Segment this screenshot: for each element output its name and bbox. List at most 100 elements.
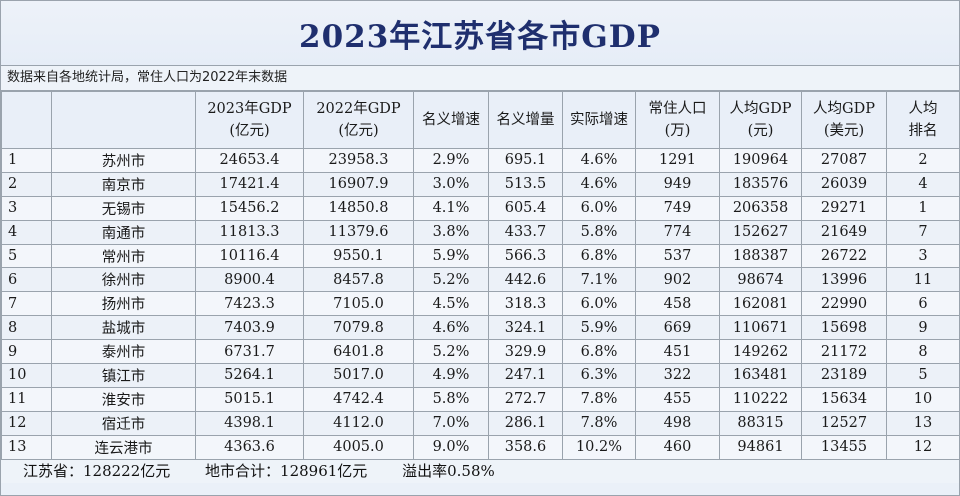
per-capita-rank-cell: 12 <box>886 434 960 460</box>
header-nominal-growth: 名义增速 <box>413 91 489 149</box>
per-capita-rank-cell: 6 <box>886 291 960 317</box>
gdp-2022-cell: 7079.8 <box>303 315 414 341</box>
nominal-growth-cell: 4.5% <box>413 291 489 317</box>
per-capita-usd-cell: 12527 <box>801 410 887 436</box>
per-capita-cny-cell: 98674 <box>719 267 802 293</box>
real-growth-cell: 10.2% <box>562 434 636 460</box>
per-capita-cny-cell: 183576 <box>719 171 802 197</box>
gdp-2022-cell: 14850.8 <box>303 195 414 221</box>
table-row: 12 宿迁市 4398.1 4112.0 7.0% 286.1 7.8% 498 88315 12… <box>1 410 960 436</box>
source-note: 数据来自各地统计局，常住人口为2022年末数据 <box>1 66 959 91</box>
population-cell: 902 <box>635 267 720 293</box>
header-gdp-2022: 2022年GDP (亿元) <box>303 91 414 149</box>
gdp-2023-cell: 11813.3 <box>195 219 304 245</box>
city-name: 苏州市 <box>51 148 196 173</box>
row-number: 4 <box>1 219 52 245</box>
header-per-capita-rank: 人均 排名 <box>886 91 960 149</box>
nominal-growth-cell: 4.1% <box>413 195 489 221</box>
header-per-capita-usd-line2: (美元) <box>823 123 865 139</box>
gdp-2023-cell: 6731.7 <box>195 339 304 365</box>
row-number: 10 <box>1 363 52 388</box>
per-capita-rank-cell: 2 <box>886 148 960 173</box>
per-capita-usd-cell: 21649 <box>801 219 887 245</box>
per-capita-usd-cell: 26722 <box>801 243 887 269</box>
header-no <box>1 91 52 149</box>
header-gdp-2022-line2: (亿元) <box>338 123 379 139</box>
per-capita-cny-cell: 163481 <box>719 363 802 388</box>
per-capita-rank-cell: 13 <box>886 410 960 436</box>
per-capita-usd-cell: 21172 <box>801 339 887 365</box>
table-row: 10 镇江市 5264.1 5017.0 4.9% 247.1 6.3% 322 163481 2… <box>1 363 960 388</box>
table-row: 13 连云港市 4363.6 4005.0 9.0% 358.6 10.2% 460 94861… <box>1 434 960 460</box>
page-title: 2023年江苏省各市GDP <box>299 18 661 55</box>
gdp-2022-cell: 4742.4 <box>303 386 414 412</box>
gdp-2023-cell: 7403.9 <box>195 315 304 341</box>
table-row: 11 淮安市 5015.1 4742.4 5.8% 272.7 7.8% 455 110222 1… <box>1 386 960 412</box>
header-per-capita-cny: 人均GDP (元) <box>719 91 802 149</box>
population-cell: 458 <box>635 291 720 317</box>
city-name: 南通市 <box>51 219 196 245</box>
real-growth-cell: 4.6% <box>562 148 636 173</box>
row-number: 2 <box>1 171 52 197</box>
row-number: 1 <box>1 148 52 173</box>
row-number: 13 <box>1 434 52 460</box>
per-capita-cny-cell: 162081 <box>719 291 802 317</box>
city-name: 无锡市 <box>51 195 196 221</box>
row-number: 8 <box>1 315 52 341</box>
nominal-increase-cell: 247.1 <box>488 363 563 388</box>
per-capita-usd-cell: 23189 <box>801 363 887 388</box>
per-capita-cny-cell: 188387 <box>719 243 802 269</box>
per-capita-cny-cell: 206358 <box>719 195 802 221</box>
gdp-2022-cell: 7105.0 <box>303 291 414 317</box>
row-number: 9 <box>1 339 52 365</box>
title-bar: 2023年江苏省各市GDP <box>1 1 959 66</box>
per-capita-rank-cell: 7 <box>886 219 960 245</box>
gdp-2023-cell: 10116.4 <box>195 243 304 269</box>
per-capita-cny-cell: 190964 <box>719 148 802 173</box>
gdp-2022-cell: 23958.3 <box>303 148 414 173</box>
per-capita-cny-cell: 152627 <box>719 219 802 245</box>
population-cell: 669 <box>635 315 720 341</box>
real-growth-cell: 6.3% <box>562 363 636 388</box>
header-real-growth: 实际增速 <box>562 91 636 149</box>
gdp-2022-cell: 11379.6 <box>303 219 414 245</box>
real-growth-cell: 4.6% <box>562 171 636 197</box>
gdp-2022-cell: 9550.1 <box>303 243 414 269</box>
header-per-capita-cny-line2: (元) <box>747 123 774 139</box>
gdp-2023-cell: 4398.1 <box>195 410 304 436</box>
gdp-2023-cell: 7423.3 <box>195 291 304 317</box>
gdp-2023-cell: 5015.1 <box>195 386 304 412</box>
nominal-growth-cell: 5.8% <box>413 386 489 412</box>
city-name: 常州市 <box>51 243 196 269</box>
header-per-capita-rank-line2: 排名 <box>908 123 938 139</box>
table-row: 4 南通市 11813.3 11379.6 3.8% 433.7 5.8% 774 152627… <box>1 219 960 245</box>
province-total: 江苏省：128222亿元 <box>23 461 171 480</box>
header-per-capita-rank-line1: 人均 <box>908 101 938 117</box>
nominal-growth-cell: 7.0% <box>413 410 489 436</box>
summary-footer: 江苏省：128222亿元 地市合计：128961亿元 溢出率0.58% <box>1 459 959 483</box>
header-per-capita-usd-line1: 人均GDP <box>813 101 875 117</box>
real-growth-cell: 6.8% <box>562 243 636 269</box>
population-cell: 949 <box>635 171 720 197</box>
per-capita-cny-cell: 110222 <box>719 386 802 412</box>
header-population-line2: (万) <box>664 123 691 139</box>
nominal-growth-cell: 5.2% <box>413 339 489 365</box>
gdp-2023-cell: 24653.4 <box>195 148 304 173</box>
header-per-capita-usd: 人均GDP (美元) <box>801 91 887 149</box>
per-capita-usd-cell: 22990 <box>801 291 887 317</box>
per-capita-usd-cell: 26039 <box>801 171 887 197</box>
header-city <box>51 91 196 149</box>
city-name: 南京市 <box>51 171 196 197</box>
table-body: 1 苏州市 24653.4 23958.3 2.9% 695.1 4.6% 1291 19096… <box>1 148 960 460</box>
table-row: 3 无锡市 15456.2 14850.8 4.1% 605.4 6.0% 749 206358… <box>1 195 960 221</box>
header-population-line1: 常住人口 <box>648 101 707 117</box>
nominal-growth-cell: 4.9% <box>413 363 489 388</box>
per-capita-cny-cell: 88315 <box>719 410 802 436</box>
cities-sum: 地市合计：128961亿元 <box>205 461 368 480</box>
gdp-table: 2023年GDP (亿元) 2022年GDP (亿元) 名义增速 名义增量 实际… <box>1 91 960 460</box>
table-row: 2 南京市 17421.4 16907.9 3.0% 513.5 4.6% 949 183576… <box>1 171 960 197</box>
gdp-2022-cell: 6401.8 <box>303 339 414 365</box>
gdp-2022-cell: 4112.0 <box>303 410 414 436</box>
nominal-growth-cell: 3.0% <box>413 171 489 197</box>
real-growth-cell: 7.1% <box>562 267 636 293</box>
